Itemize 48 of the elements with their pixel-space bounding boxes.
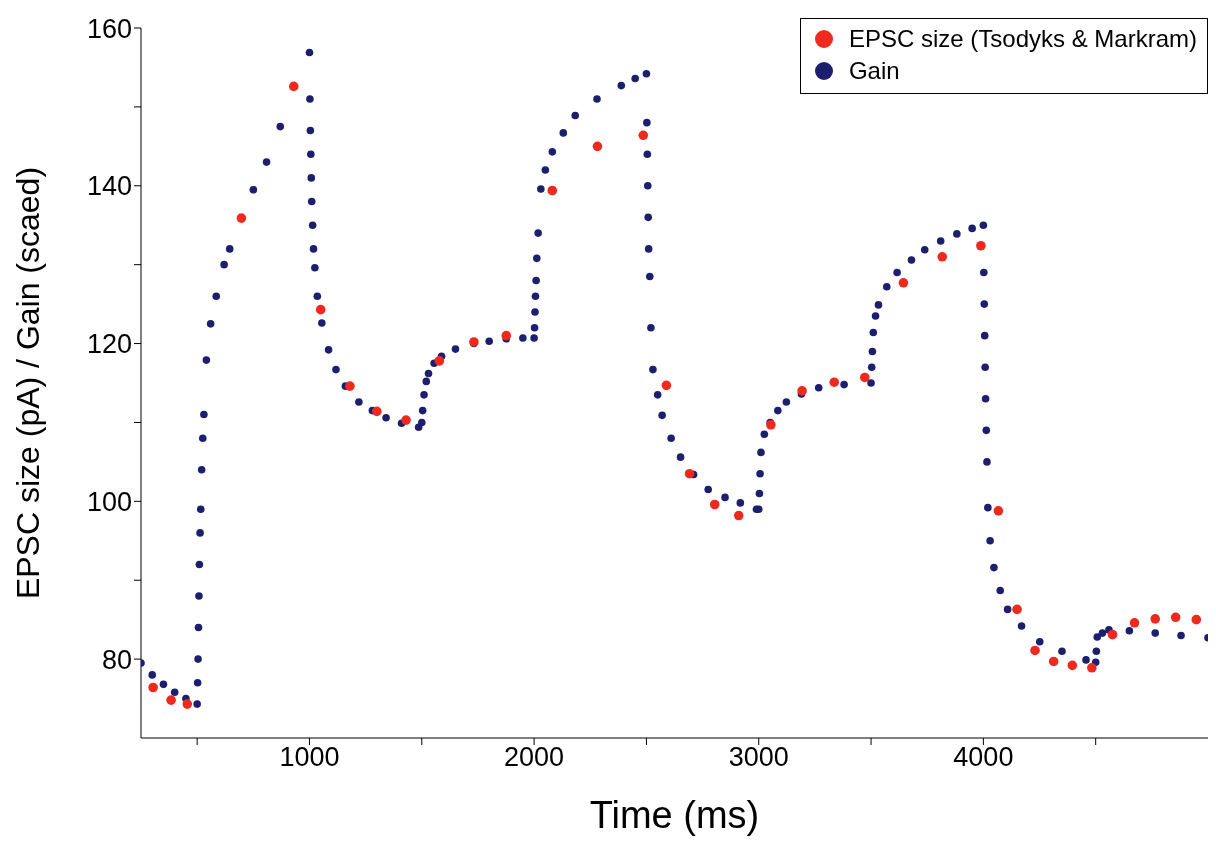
- point: [166, 695, 176, 705]
- point: [236, 213, 247, 223]
- y-axis-title: EPSC size (pA) / Gain (scaed): [10, 166, 47, 600]
- point: [1129, 618, 1140, 628]
- point: [1048, 656, 1059, 667]
- y-tick-label: 100: [86, 486, 132, 517]
- point: [684, 468, 695, 479]
- point: [148, 682, 158, 693]
- legend-label: Gain: [848, 57, 900, 85]
- x-tick-label: 4000: [953, 742, 1014, 773]
- point: [345, 381, 355, 391]
- x-axis-title: Time (ms): [589, 794, 760, 836]
- point: [372, 406, 382, 417]
- point: [859, 372, 870, 383]
- point: [434, 356, 445, 366]
- point: [1012, 604, 1022, 615]
- point: [898, 278, 909, 288]
- point: [182, 699, 193, 709]
- x-tick-label: 2000: [504, 742, 565, 773]
- y-tick-label: 160: [86, 13, 132, 44]
- point: [1087, 662, 1097, 673]
- y-tick-label: 140: [86, 171, 132, 202]
- legend-label: EPSC size (Tsodyks & Markram): [848, 25, 1197, 53]
- point: [592, 141, 603, 152]
- point: [797, 386, 807, 396]
- point: [638, 130, 649, 141]
- point: [829, 377, 840, 388]
- point: [709, 499, 720, 510]
- point: [1030, 645, 1040, 656]
- point: [401, 415, 411, 425]
- point: [288, 81, 299, 92]
- point: [1170, 612, 1181, 623]
- point: [1150, 614, 1161, 624]
- point: [937, 251, 948, 262]
- point: [976, 240, 986, 251]
- point: [315, 304, 326, 315]
- point: [1107, 629, 1118, 640]
- y-tick-label: 120: [86, 329, 132, 360]
- x-tick-label: 3000: [728, 742, 789, 773]
- point: [547, 185, 558, 196]
- x-tick-label: 1000: [279, 742, 340, 773]
- point: [501, 330, 512, 341]
- point: [1067, 660, 1078, 671]
- point: [1191, 614, 1202, 625]
- point: [733, 510, 744, 521]
- point: [993, 506, 1004, 516]
- y-tick-label: 80: [101, 644, 132, 675]
- point: [661, 380, 672, 391]
